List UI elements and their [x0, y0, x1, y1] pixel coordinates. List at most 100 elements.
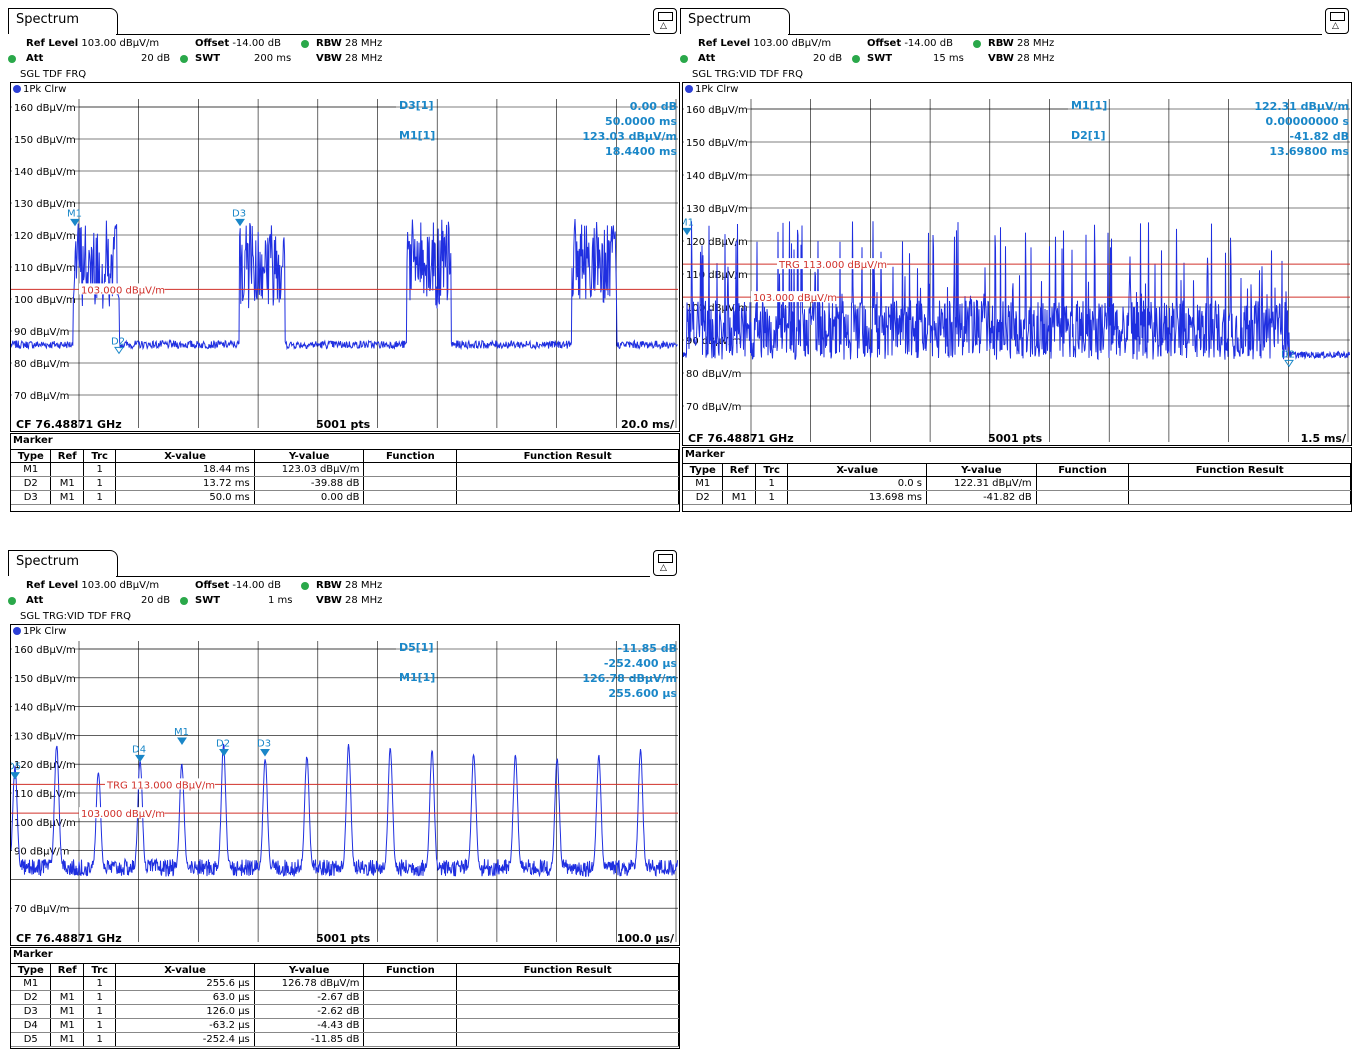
rbw-led-icon: [301, 582, 309, 590]
y-tick-label: 70 dBµV/m: [686, 402, 741, 413]
svg-text:D3: D3: [257, 739, 271, 750]
y-label-bg: [684, 367, 740, 379]
y-label-bg: [12, 325, 68, 337]
ref-level-label: Ref Level: [698, 38, 751, 49]
sweep-mode: SGL TRG:VID TDF FRQ: [692, 69, 804, 80]
y-tick-label: 130 dBµV/m: [14, 731, 76, 742]
marker-info-name-1: D2[1]: [1071, 129, 1106, 142]
table-cell: [456, 990, 679, 1005]
table-cell: [456, 1004, 679, 1019]
marker-table-grid: Type Ref Trc X-value Y-value Function Function…: [11, 963, 679, 1047]
spectrum-tab[interactable]: Spectrum: [680, 8, 790, 34]
offset-value: -14.00 dB: [232, 580, 281, 591]
rbw-led-icon: [301, 40, 309, 48]
svg-text:D3: D3: [232, 208, 246, 219]
table-row[interactable]: D3 M1 1 126.0 µs -2.62 dB: [11, 1004, 679, 1019]
table-row[interactable]: M1 1 255.6 µs 126.78 dBµV/m: [11, 976, 679, 991]
col-header-type: Type: [683, 463, 724, 477]
table-cell: 1: [755, 476, 789, 491]
marker-d2[interactable]: D2: [111, 336, 125, 355]
marker-d3[interactable]: D3: [257, 739, 271, 757]
y-label-bg: [12, 165, 74, 177]
table-row[interactable]: D2 M1 1 13.698 ms -41.82 dB: [683, 490, 1351, 505]
marker-table: Marker Type Ref Trc X-value Y-value Function F…: [682, 447, 1352, 512]
y-tick-label: 90 dBµV/m: [14, 327, 69, 338]
table-cell: D2: [11, 990, 52, 1005]
ref-level-value: 103.00 dBµV/m: [81, 580, 160, 591]
col-header-trc: Trc: [755, 463, 789, 477]
marker-d2[interactable]: D2: [216, 739, 230, 757]
table-cell: 1: [83, 990, 117, 1005]
table-cell: 1: [83, 1032, 117, 1047]
marker-d3[interactable]: D3: [232, 208, 246, 227]
table-cell: D2: [683, 490, 724, 505]
marker-info-name-1: M1[1]: [399, 129, 436, 142]
marker-info-l2-0: 0.00000000 s: [1265, 115, 1349, 128]
marker-d4[interactable]: D4: [132, 744, 146, 763]
att-label: Att: [26, 53, 44, 64]
col-header-function-result: Function Result: [456, 449, 679, 463]
att-led-icon: [8, 597, 16, 605]
table-row[interactable]: M1 1 18.44 ms 123.03 dBµV/m: [11, 462, 679, 477]
spectrum-tab[interactable]: Spectrum: [8, 8, 118, 34]
spectrum-tab[interactable]: Spectrum: [8, 550, 118, 576]
y-tick-label: 110 dBµV/m: [14, 263, 76, 274]
threshold-label: 103.000 dBµV/m: [81, 285, 165, 296]
marker-info-l1-0: 122.31 dBµV/m: [1254, 100, 1349, 113]
table-cell: D4: [11, 1018, 52, 1033]
table-cell: 0.00 dB: [254, 490, 365, 505]
y-tick-label: 140 dBµV/m: [14, 167, 76, 178]
swt-value: 15 ms: [933, 53, 964, 64]
settings-bar: Ref Level 103.00 dBµV/m Offset -14.00 dB…: [8, 578, 680, 624]
y-tick-label: 160 dBµV/m: [14, 645, 76, 656]
marker-info-name-0: D5[1]: [399, 641, 434, 654]
col-header-ref: Ref: [50, 963, 84, 977]
table-cell: [363, 976, 458, 991]
marker-m1[interactable]: M1: [67, 208, 82, 227]
settings-bar: Ref Level 103.00 dBµV/m Offset -14.00 dB…: [8, 36, 680, 82]
y-tick-label: 90 dBµV/m: [14, 847, 69, 858]
col-header-y-value: Y-value: [926, 463, 1037, 477]
diagram-area[interactable]: 1Pk Clrw 160 dBµV/m 150 dBµV/m 140 dBµV/m 1…: [10, 624, 680, 946]
ref-level-label: Ref Level: [26, 580, 79, 591]
diagram-area[interactable]: 1Pk Clrw 160 dBµV/m 150 dBµV/m 140 dBµV/m 1…: [682, 82, 1352, 446]
threshold-label: TRG 113.000 dBµV/m: [106, 780, 215, 791]
display-config-icon[interactable]: △: [653, 550, 677, 576]
table-row[interactable]: D2 M1 1 63.0 µs -2.67 dB: [11, 990, 679, 1005]
display-config-icon[interactable]: △: [653, 8, 677, 34]
table-row[interactable]: D2 M1 1 13.72 ms -39.88 dB: [11, 476, 679, 491]
table-cell: D3: [11, 1004, 52, 1019]
swt-label: SWT: [195, 595, 221, 606]
trace-dot-icon: [13, 627, 21, 635]
y-tick-label: 160 dBµV/m: [686, 105, 748, 116]
table-cell: M1: [683, 476, 724, 491]
y-label-bg: [12, 700, 74, 713]
table-cell: [50, 976, 84, 991]
table-row[interactable]: D5 M1 1 -252.4 µs -11.85 dB: [11, 1032, 679, 1047]
table-row[interactable]: D3 M1 1 50.0 ms 0.00 dB: [11, 490, 679, 505]
marker-info-l2-1: 13.69800 ms: [1269, 145, 1349, 158]
y-label-bg: [684, 235, 746, 247]
marker-m1[interactable]: M1: [683, 217, 694, 236]
marker-m1[interactable]: M1: [174, 727, 189, 745]
table-row[interactable]: M1 1 0.0 s 122.31 dBµV/m: [683, 476, 1351, 491]
diagram-area[interactable]: 1Pk Clrw 160 dBµV/m 150 dBµV/m 140 dBµV/m 1…: [10, 82, 680, 432]
table-cell: [456, 1018, 679, 1033]
plot-svg: 160 dBµV/m 150 dBµV/m 140 dBµV/m 130 dBµV/m…: [11, 99, 678, 428]
marker-info-name-1: M1[1]: [399, 671, 436, 684]
marker-info-value: 0.00 dB 50.0000 ms 123.03 dBµV/m 18.4400…: [582, 99, 677, 159]
footer-div: 100.0 µs/: [616, 932, 674, 945]
marker-d2[interactable]: D2: [1281, 349, 1295, 368]
svg-text:M1: M1: [174, 727, 189, 738]
display-config-icon[interactable]: △: [1325, 8, 1349, 34]
table-cell: [363, 990, 458, 1005]
marker-table-title: Marker: [685, 449, 725, 460]
marker-d5[interactable]: D5: [11, 762, 21, 780]
table-cell: [456, 476, 679, 491]
table-cell: -4.43 dB: [254, 1018, 365, 1033]
table-cell: 50.0 ms: [115, 490, 255, 505]
table-cell: [50, 462, 84, 477]
table-row[interactable]: D4 M1 1 -63.2 µs -4.43 dB: [11, 1018, 679, 1033]
svg-text:D4: D4: [132, 744, 146, 755]
y-label-bg: [684, 202, 746, 214]
